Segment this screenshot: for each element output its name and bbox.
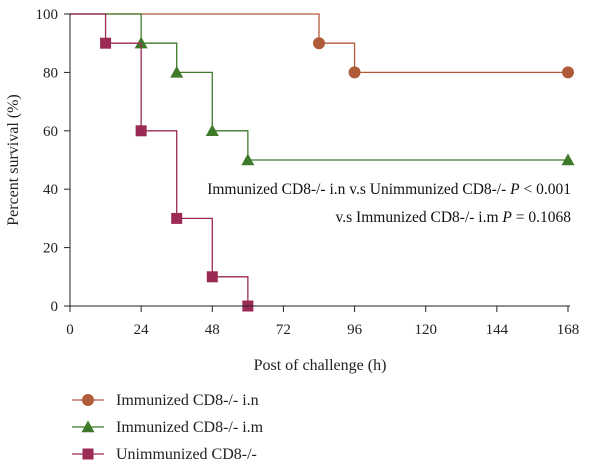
annotation-line-2: v.s Immunized CD8-/- i.m P = 0.1068 [336, 209, 572, 226]
legend-item-3: Unimmunized CD8-/- [72, 446, 257, 463]
series-3-line [70, 13, 249, 306]
series-1 [70, 13, 574, 79]
series-2-marker [241, 153, 255, 166]
legend-label: Immunized CD8-/- i.m [116, 419, 264, 436]
series-2-marker [170, 65, 184, 78]
y-tick-label: 0 [51, 299, 59, 315]
series-1-line [70, 13, 568, 74]
y-tick-label: 40 [43, 182, 58, 198]
series-3-marker [135, 125, 147, 137]
y-tick-label: 60 [43, 124, 58, 140]
annotation-text: Immunized CD8-/- i.n v.s Unimmunized CD8… [207, 181, 510, 198]
x-tick-label: 96 [347, 322, 363, 338]
series-3 [70, 13, 254, 312]
legend-marker [82, 448, 94, 460]
x-tick-label: 48 [205, 322, 220, 338]
legend-item-1: Immunized CD8-/- i.n [72, 392, 259, 409]
x-tick-label: 0 [66, 322, 74, 338]
series-1-marker [313, 37, 325, 50]
series-2 [70, 13, 575, 166]
legend: Immunized CD8-/- i.n Immunized CD8-/- i.m… [72, 392, 264, 463]
annotation-text: = 0.1068 [512, 209, 571, 226]
legend-item-2: Immunized CD8-/- i.m [72, 419, 264, 436]
series-2-marker [205, 124, 219, 136]
annotation-text: < 0.001 [520, 181, 571, 198]
series-1-marker [562, 66, 574, 79]
series-2-line [70, 13, 568, 161]
y-axis-title: Percent survival (%) [5, 94, 22, 226]
series-1-marker [348, 66, 361, 79]
axes: 0 24 48 72 96 120 144 168 0 20 40 60 80 100 [36, 7, 580, 338]
annotation: Immunized CD8-/- i.n v.s Unimmunized CD8… [207, 181, 571, 226]
annotation-line-1: Immunized CD8-/- i.n v.s Unimmunized CD8… [207, 181, 571, 198]
series-3-marker [100, 37, 112, 49]
series-3-marker [171, 212, 183, 224]
x-tick-label: 168 [557, 322, 580, 338]
series-2-marker [561, 153, 575, 166]
y-tick-label: 100 [36, 7, 59, 23]
x-axis-title: Post of challenge (h) [254, 357, 387, 374]
x-tick-label: 24 [134, 322, 150, 338]
plot-area [70, 13, 575, 312]
series-3-marker [206, 271, 218, 283]
legend-marker [82, 394, 94, 406]
x-tick-label: 120 [414, 322, 437, 338]
legend-label: Immunized CD8-/- i.n [116, 392, 259, 409]
y-tick-label: 20 [43, 241, 58, 257]
x-tick-label: 72 [276, 322, 291, 338]
annotation-p-symbol: P [509, 181, 520, 198]
legend-label: Unimmunized CD8-/- [116, 446, 257, 463]
y-tick-label: 80 [43, 65, 58, 81]
annotation-text: v.s Immunized CD8-/- i.m [336, 209, 503, 226]
x-tick-label: 144 [486, 322, 509, 338]
legend-marker [81, 420, 95, 433]
annotation-p-symbol: P [501, 209, 512, 226]
